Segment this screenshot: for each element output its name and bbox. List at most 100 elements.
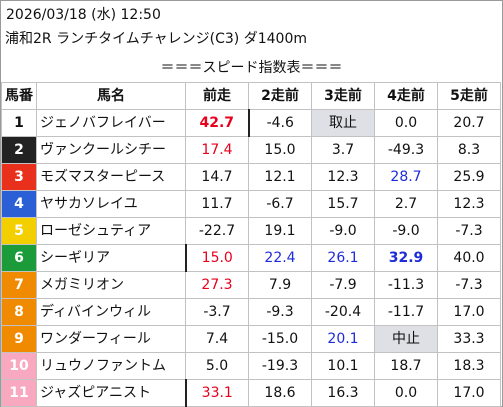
horse-name: リュウノファントム bbox=[36, 352, 186, 380]
speed-index-cell: 27.3 bbox=[185, 271, 249, 299]
horse-name: ジャズピアニスト bbox=[36, 379, 187, 407]
speed-index-cell: -4.6 bbox=[248, 109, 312, 137]
speed-index-cell: 40.0 bbox=[437, 244, 501, 272]
table-row: 1 ジェノバフレイバー 42.7 -4.6 取止 0.0 20.7 bbox=[1, 109, 501, 137]
horse-number: 2 bbox=[1, 136, 37, 164]
speed-index-cell: 12.1 bbox=[248, 163, 312, 191]
speed-index-cell: 22.4 bbox=[248, 244, 312, 272]
speed-index-cell: 中止 bbox=[374, 325, 438, 353]
col-header-horse-name: 馬名 bbox=[36, 82, 186, 110]
speed-index-cell: 14.7 bbox=[185, 163, 249, 191]
speed-index-cell: 17.0 bbox=[437, 379, 501, 407]
col-header-4-races-ago: 4走前 bbox=[374, 82, 438, 110]
speed-index-cell: 16.3 bbox=[311, 379, 375, 407]
horse-name: ワンダーフィール bbox=[36, 325, 186, 353]
race-date: 2026/03/18 (水) 12:50 bbox=[6, 7, 161, 23]
horse-number: 1 bbox=[1, 109, 37, 137]
table-row: 9 ワンダーフィール 7.4 -15.0 20.1 中止 33.3 bbox=[1, 325, 501, 353]
race-title: 浦和2R ランチタイムチャレンジ(C3) ダ1400m bbox=[5, 31, 307, 47]
table-row: 4 ヤサカソレイユ 11.7 -6.7 15.7 2.7 12.3 bbox=[1, 190, 501, 218]
horse-name: ディバインウィル bbox=[36, 298, 186, 326]
speed-index-cell: -15.0 bbox=[248, 325, 312, 353]
speed-index-cell: 0.0 bbox=[374, 379, 438, 407]
table-row: 7 メガミリオン 27.3 7.9 -7.9 -11.3 -7.3 bbox=[1, 271, 501, 299]
speed-index-cell: 19.1 bbox=[248, 217, 312, 245]
table-row: 2 ヴァンクールシチー 17.4 15.0 3.7 -49.3 8.3 bbox=[1, 136, 501, 164]
speed-index-cell: 20.7 bbox=[437, 109, 501, 137]
speed-index-cell: -11.7 bbox=[374, 298, 438, 326]
speed-index-cell: -3.7 bbox=[185, 298, 249, 326]
speed-index-cell: 0.0 bbox=[374, 109, 438, 137]
speed-index-cell: -7.3 bbox=[437, 217, 501, 245]
table-row: 5 ローゼシュティア -22.7 19.1 -9.0 -9.0 -7.3 bbox=[1, 217, 501, 245]
horse-name: メガミリオン bbox=[36, 271, 186, 299]
speed-index-cell: -9.3 bbox=[248, 298, 312, 326]
col-header-last-race: 前走 bbox=[185, 82, 249, 110]
speed-index-cell: 18.3 bbox=[437, 352, 501, 380]
speed-index-cell: -7.3 bbox=[437, 271, 501, 299]
speed-index-cell: -20.4 bbox=[311, 298, 375, 326]
speed-index-cell: -6.7 bbox=[248, 190, 312, 218]
speed-index-cell: 12.3 bbox=[437, 190, 501, 218]
speed-index-cell: 8.3 bbox=[437, 136, 501, 164]
speed-index-cell: 10.1 bbox=[311, 352, 375, 380]
horse-name: シーギリア bbox=[36, 244, 187, 272]
table-row: 6 シーギリア 15.0 22.4 26.1 32.9 40.0 bbox=[1, 244, 501, 272]
horse-name: ヴァンクールシチー bbox=[36, 136, 186, 164]
horse-name: モズマスターピース bbox=[36, 163, 186, 191]
speed-index-cell: 33.1 bbox=[185, 379, 249, 407]
table-row: 11 ジャズピアニスト 33.1 18.6 16.3 0.0 17.0 bbox=[1, 379, 501, 407]
horse-number: 5 bbox=[1, 217, 37, 245]
table-row: 8 ディバインウィル -3.7 -9.3 -20.4 -11.7 17.0 bbox=[1, 298, 501, 326]
horse-number: 11 bbox=[1, 379, 37, 407]
horse-name: ジェノバフレイバー bbox=[36, 109, 186, 137]
col-header-2-races-ago: 2走前 bbox=[248, 82, 312, 110]
horse-number: 8 bbox=[1, 298, 37, 326]
speed-index-cell: 11.7 bbox=[185, 190, 249, 218]
speed-index-cell: 17.4 bbox=[185, 136, 249, 164]
speed-index-cell: 2.7 bbox=[374, 190, 438, 218]
speed-index-cell: 18.7 bbox=[374, 352, 438, 380]
speed-index-cell: -19.3 bbox=[248, 352, 312, 380]
horse-number: 4 bbox=[1, 190, 37, 218]
col-header-5-races-ago: 5走前 bbox=[437, 82, 501, 110]
speed-index-cell: 5.0 bbox=[185, 352, 249, 380]
speed-index-cell: 28.7 bbox=[374, 163, 438, 191]
horse-name: ローゼシュティア bbox=[36, 217, 186, 245]
horse-name: ヤサカソレイユ bbox=[36, 190, 186, 218]
table-row: 3 モズマスターピース 14.7 12.1 12.3 28.7 25.9 bbox=[1, 163, 501, 191]
horse-number: 6 bbox=[1, 244, 37, 272]
speed-index-cell: 17.0 bbox=[437, 298, 501, 326]
horse-number: 9 bbox=[1, 325, 37, 353]
table-subtitle: ＝＝＝スピード指数表＝＝＝ bbox=[160, 60, 343, 76]
speed-index-cell: 7.4 bbox=[185, 325, 249, 353]
speed-index-cell: -9.0 bbox=[374, 217, 438, 245]
speed-index-cell: 33.3 bbox=[437, 325, 501, 353]
speed-index-cell: 取止 bbox=[311, 109, 375, 137]
speed-index-cell: 18.6 bbox=[248, 379, 312, 407]
speed-index-cell: 7.9 bbox=[248, 271, 312, 299]
speed-index-cell: -49.3 bbox=[374, 136, 438, 164]
speed-index-cell: 12.3 bbox=[311, 163, 375, 191]
speed-index-cell: 32.9 bbox=[374, 244, 438, 272]
speed-index-cell: 25.9 bbox=[437, 163, 501, 191]
horse-number: 10 bbox=[1, 352, 37, 380]
table-row: 10 リュウノファントム 5.0 -19.3 10.1 18.7 18.3 bbox=[1, 352, 501, 380]
horse-number: 3 bbox=[1, 163, 37, 191]
speed-index-cell: -9.0 bbox=[311, 217, 375, 245]
speed-index-cell: -7.9 bbox=[311, 271, 375, 299]
speed-index-cell: 3.7 bbox=[311, 136, 375, 164]
speed-index-cell: -22.7 bbox=[185, 217, 249, 245]
horse-number: 7 bbox=[1, 271, 37, 299]
speed-index-table: 馬番 馬名 前走 2走前 3走前 4走前 5走前 1 ジェノバフレイバー 42.… bbox=[1, 82, 501, 407]
col-header-number: 馬番 bbox=[1, 82, 37, 110]
speed-index-cell: 26.1 bbox=[311, 244, 375, 272]
speed-index-cell: -11.3 bbox=[374, 271, 438, 299]
header-row: 馬番 馬名 前走 2走前 3走前 4走前 5走前 bbox=[1, 82, 501, 110]
speed-index-cell: 15.7 bbox=[311, 190, 375, 218]
speed-index-cell: 20.1 bbox=[311, 325, 375, 353]
speed-index-cell: 15.0 bbox=[185, 244, 249, 272]
speed-index-cell: 42.7 bbox=[185, 109, 250, 137]
col-header-3-races-ago: 3走前 bbox=[311, 82, 375, 110]
speed-index-cell: 15.0 bbox=[248, 136, 312, 164]
